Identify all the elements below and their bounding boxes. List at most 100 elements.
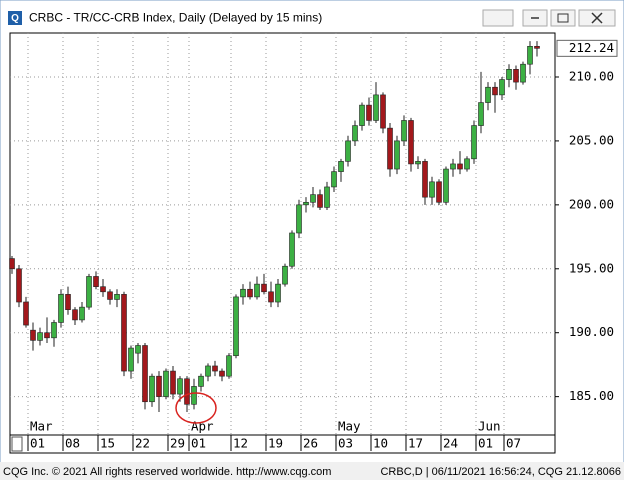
plot: 185.00 190.00 195.00 200.00 205.00 210.00 01 Ma… (9, 33, 618, 451)
scroll-box[interactable] (11, 436, 23, 452)
candle-body (233, 296, 239, 357)
maximize-button[interactable] (550, 9, 576, 27)
candle-body (51, 322, 57, 339)
app-icon-letter: Q (11, 13, 19, 24)
candle-body (44, 332, 50, 339)
x-tick-label: 12 (233, 436, 248, 451)
candle-body (457, 163, 463, 170)
x-tick-label: 01 (30, 436, 45, 451)
candle-body (170, 370, 176, 395)
y-tick-label: 190.00 (569, 324, 614, 339)
candle-body (128, 347, 134, 372)
app-icon (8, 11, 22, 25)
candle-body (436, 181, 442, 203)
candle-body (352, 125, 358, 142)
plot-area (9, 32, 556, 436)
status-bar (0, 462, 624, 480)
candle-body (324, 186, 330, 208)
candle-body (394, 140, 400, 170)
candle-body (401, 120, 407, 142)
y-tick-label: 185.00 (569, 388, 614, 403)
y-tick-label: 195.00 (569, 260, 614, 275)
candle-body (156, 375, 162, 397)
candle-body (240, 288, 246, 298)
y-tick-label: 205.00 (569, 132, 614, 147)
x-tick-label: 15 (100, 436, 115, 451)
candle-body (135, 345, 141, 354)
title-bar (1, 1, 623, 31)
candle-body (422, 161, 428, 198)
candle-body (492, 86, 498, 96)
candle-body (65, 294, 71, 310)
maximize-glyph (557, 13, 569, 23)
candle-body (359, 104, 365, 126)
candle-body (520, 63, 526, 83)
candle-body (163, 370, 169, 397)
candle-body (380, 94, 386, 129)
chart-title: CRBC - TR/CC-CRB Index, Daily (Delayed b… (29, 11, 322, 25)
footer-left: CQG Inc. © 2021 All rights reserved worl… (3, 466, 331, 478)
x-tick-label: 19 (268, 436, 283, 451)
candle-body (443, 168, 449, 203)
candle-body (506, 69, 512, 80)
candle-body (485, 86, 491, 103)
candle-body (121, 294, 127, 372)
candle-body (534, 45, 540, 49)
month-label: May (338, 419, 361, 434)
candle-body (198, 375, 204, 387)
footer-right: CRBC,D | 06/11/2021 16:56:24, CQG 21.12.… (380, 466, 621, 478)
candle-body (226, 355, 232, 377)
candle-body (261, 283, 267, 293)
candle-body (478, 102, 484, 126)
candle-body (338, 161, 344, 172)
candle-body (275, 283, 281, 303)
month-label: Apr (191, 419, 214, 434)
x-tick-label: 01 (191, 436, 206, 451)
x-tick-label: 17 (408, 436, 423, 451)
candle-body (247, 288, 253, 298)
candle-body (58, 294, 64, 323)
candle-body (527, 45, 533, 65)
candle-body (303, 201, 309, 206)
candle-body (310, 194, 316, 203)
last-price-box (556, 39, 618, 57)
candle-body (387, 127, 393, 170)
date-axis (9, 434, 556, 454)
candle-body (219, 370, 225, 377)
x-tick-label: 22 (135, 436, 150, 451)
candle-body (317, 194, 323, 208)
month-label: Jun (478, 419, 501, 434)
last-price-label: 212.24 (569, 40, 614, 55)
candle-body (16, 268, 22, 303)
y-tick-label: 200.00 (569, 196, 614, 211)
candle-body (93, 276, 99, 287)
candle-body (100, 286, 106, 293)
candle-body (114, 294, 120, 300)
candle-body (142, 345, 148, 403)
link-button[interactable] (482, 9, 514, 27)
candle-body (513, 69, 519, 83)
candle-body (289, 232, 295, 267)
x-tick-label: 01 (478, 436, 493, 451)
candle-body (205, 365, 211, 377)
close-glyph (591, 12, 603, 24)
x-tick-label: 08 (65, 436, 80, 451)
candle-body (177, 378, 183, 395)
annotation-circle (175, 392, 217, 424)
candle-body (282, 265, 288, 285)
candle-body (296, 204, 302, 234)
candle-body (212, 365, 218, 372)
candle-body (23, 301, 29, 326)
candle-body (79, 306, 85, 321)
month-label: Mar (30, 419, 53, 434)
candle-body (331, 171, 337, 188)
x-tick-label: 24 (443, 436, 458, 451)
x-tick-label: 03 (338, 436, 353, 451)
candle-body (464, 158, 470, 170)
candle-body (86, 276, 92, 308)
candle-body (345, 140, 351, 162)
y-tick-label: 210.00 (569, 68, 614, 83)
candle-body (9, 258, 15, 270)
candle-body (415, 161, 421, 165)
